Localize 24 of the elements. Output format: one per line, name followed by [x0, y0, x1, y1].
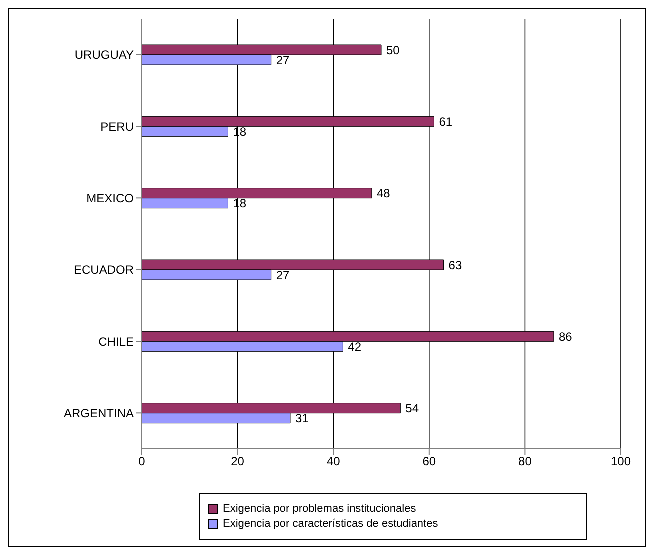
x-tick-label: 0: [138, 454, 146, 469]
data-label: 54: [406, 402, 420, 416]
x-tick-label: 80: [518, 454, 532, 469]
y-tick-label: MEXICO: [86, 191, 134, 206]
x-tick-label: 100: [610, 454, 632, 469]
x-tick-label: 60: [422, 454, 436, 469]
data-label: 50: [386, 43, 400, 58]
data-label: 27: [276, 268, 290, 282]
y-tick-label: CHILE: [98, 334, 134, 349]
x-tick-label: 20: [231, 454, 245, 469]
data-label: 31: [295, 412, 310, 426]
y-tick-label: ARGENTINA: [64, 406, 134, 420]
data-label: 42: [348, 340, 362, 354]
data-label: 63: [448, 258, 462, 272]
y-tick-label: URUGUAY: [74, 48, 134, 62]
legend-label: Exigencia por problemas institucionales: [223, 503, 416, 515]
data-label: 61: [439, 114, 453, 129]
legend-label: Exigencia por características de estudiantes: [223, 518, 438, 530]
y-tick-label: ECUADOR: [74, 263, 134, 278]
y-tick-label: PERU: [100, 120, 134, 134]
data-label: 48: [376, 186, 391, 201]
x-tick-label: 40: [326, 454, 341, 469]
data-label: 86: [558, 330, 573, 344]
data-label: 27: [276, 53, 290, 68]
